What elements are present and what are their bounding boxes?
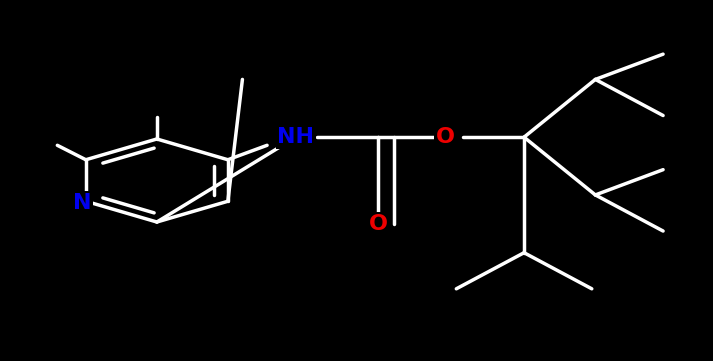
Text: O: O — [436, 127, 455, 147]
Text: NH: NH — [277, 127, 314, 147]
Text: N: N — [73, 193, 91, 213]
Text: O: O — [369, 214, 387, 234]
